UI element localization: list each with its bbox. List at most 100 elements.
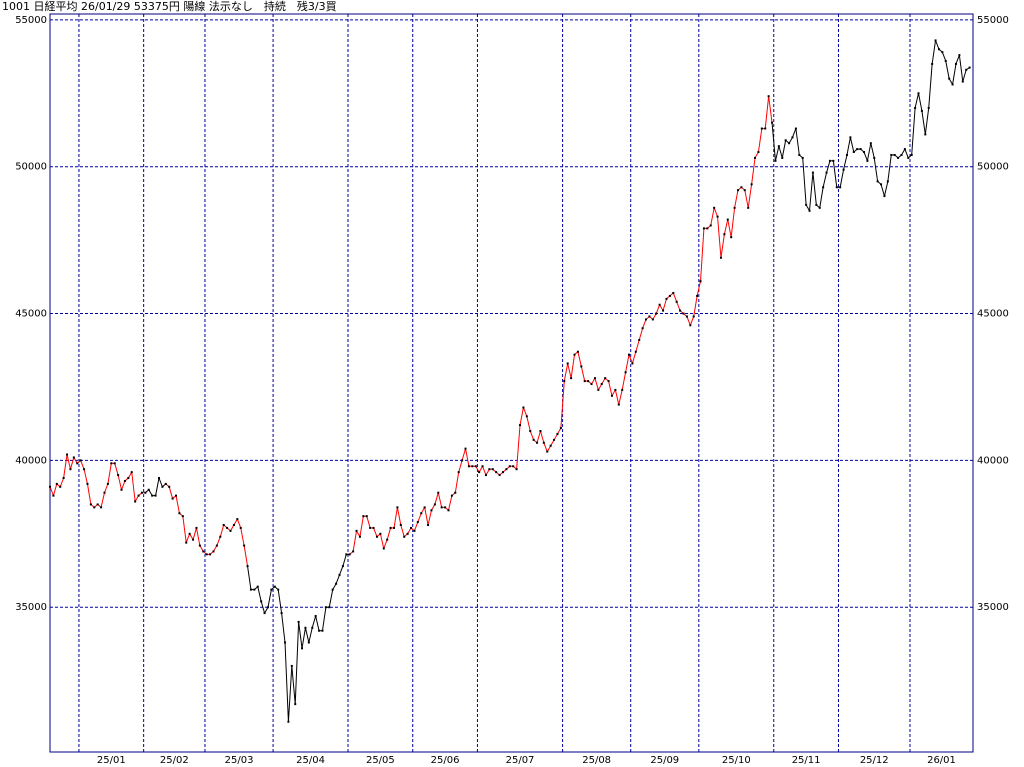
price-point	[781, 156, 784, 159]
price-point	[117, 474, 120, 477]
price-point	[542, 441, 545, 444]
price-point	[403, 535, 406, 538]
price-segment	[911, 107, 916, 155]
price-segment	[734, 190, 739, 208]
price-segment	[117, 474, 123, 490]
price-point	[832, 159, 835, 162]
price-segment	[751, 157, 756, 185]
price-point	[164, 482, 167, 485]
price-segment	[655, 304, 661, 314]
y2-tick-label: 45000	[977, 309, 1009, 320]
price-segment	[168, 486, 174, 499]
price-point	[440, 506, 443, 509]
y-tick-label: 50000	[15, 162, 47, 173]
x-tick-label: 25/05	[366, 755, 395, 766]
price-point	[130, 471, 133, 474]
price-point	[791, 136, 794, 139]
price-point	[447, 509, 450, 512]
price-point	[62, 477, 65, 480]
price-segment	[570, 354, 576, 379]
price-segment	[843, 154, 848, 170]
price-point	[597, 388, 600, 391]
price-segment	[792, 128, 797, 138]
price-point	[212, 550, 215, 553]
price-segment	[918, 93, 923, 112]
x-tick-label: 25/10	[722, 755, 751, 766]
price-segment	[86, 483, 92, 505]
price-point	[358, 535, 361, 538]
price-point	[454, 491, 457, 494]
price-point	[161, 485, 164, 488]
price-point	[481, 465, 484, 468]
price-point	[641, 327, 644, 330]
price-point	[675, 300, 678, 303]
price-point	[692, 315, 695, 318]
price-point	[866, 159, 869, 162]
price-point	[369, 526, 372, 529]
price-segment	[434, 492, 439, 505]
price-segment	[747, 184, 753, 208]
price-point	[757, 151, 760, 154]
price-point	[924, 133, 927, 136]
price-point	[740, 186, 743, 189]
price-segment	[304, 627, 310, 643]
x-tick-label: 25/11	[792, 755, 821, 766]
price-segment	[614, 389, 620, 405]
price-segment	[945, 60, 950, 79]
price-point	[416, 521, 419, 524]
price-point	[764, 127, 767, 130]
price-point	[328, 606, 331, 609]
x-tick-label: 25/04	[296, 755, 325, 766]
price-point	[529, 430, 532, 433]
price-segment	[66, 454, 71, 470]
price-point	[662, 309, 665, 312]
price-segment	[267, 589, 272, 608]
price-point	[450, 494, 453, 497]
price-point	[648, 315, 651, 318]
price-point	[719, 256, 722, 259]
price-point	[614, 388, 617, 391]
price-point	[743, 189, 746, 192]
price-point	[66, 453, 69, 456]
price-segment	[924, 107, 930, 135]
price-point	[226, 526, 229, 529]
price-point	[968, 66, 971, 69]
price-segment	[386, 527, 392, 540]
price-point	[760, 127, 763, 130]
price-point	[958, 54, 961, 57]
price-point	[284, 641, 287, 644]
price-segment	[700, 228, 705, 282]
price-point	[696, 294, 699, 297]
price-point	[784, 139, 787, 142]
price-segment	[625, 354, 630, 373]
price-point	[624, 371, 627, 374]
price-point	[352, 550, 355, 553]
price-point	[362, 515, 365, 518]
price-point	[260, 600, 263, 603]
price-point	[965, 68, 968, 71]
price-point	[658, 303, 661, 306]
price-segment	[863, 151, 868, 162]
price-point	[427, 523, 430, 526]
price-segment	[727, 219, 732, 238]
x-tick-label: 25/09	[650, 755, 679, 766]
price-point	[249, 588, 252, 591]
price-point	[335, 582, 338, 585]
price-segment	[260, 601, 266, 614]
price-segment	[539, 430, 545, 443]
price-point	[767, 95, 770, 98]
price-segment	[80, 460, 85, 470]
price-point	[600, 383, 603, 386]
price-point	[185, 541, 188, 544]
price-point	[628, 353, 631, 356]
price-point	[699, 280, 702, 283]
price-point	[818, 206, 821, 209]
price-point	[512, 465, 515, 468]
price-point	[270, 588, 273, 591]
price-point	[229, 529, 232, 532]
price-segment	[396, 507, 402, 526]
price-point	[587, 380, 590, 383]
price-point	[406, 532, 409, 535]
x-tick-label: 25/08	[582, 755, 611, 766]
price-point	[379, 532, 382, 535]
